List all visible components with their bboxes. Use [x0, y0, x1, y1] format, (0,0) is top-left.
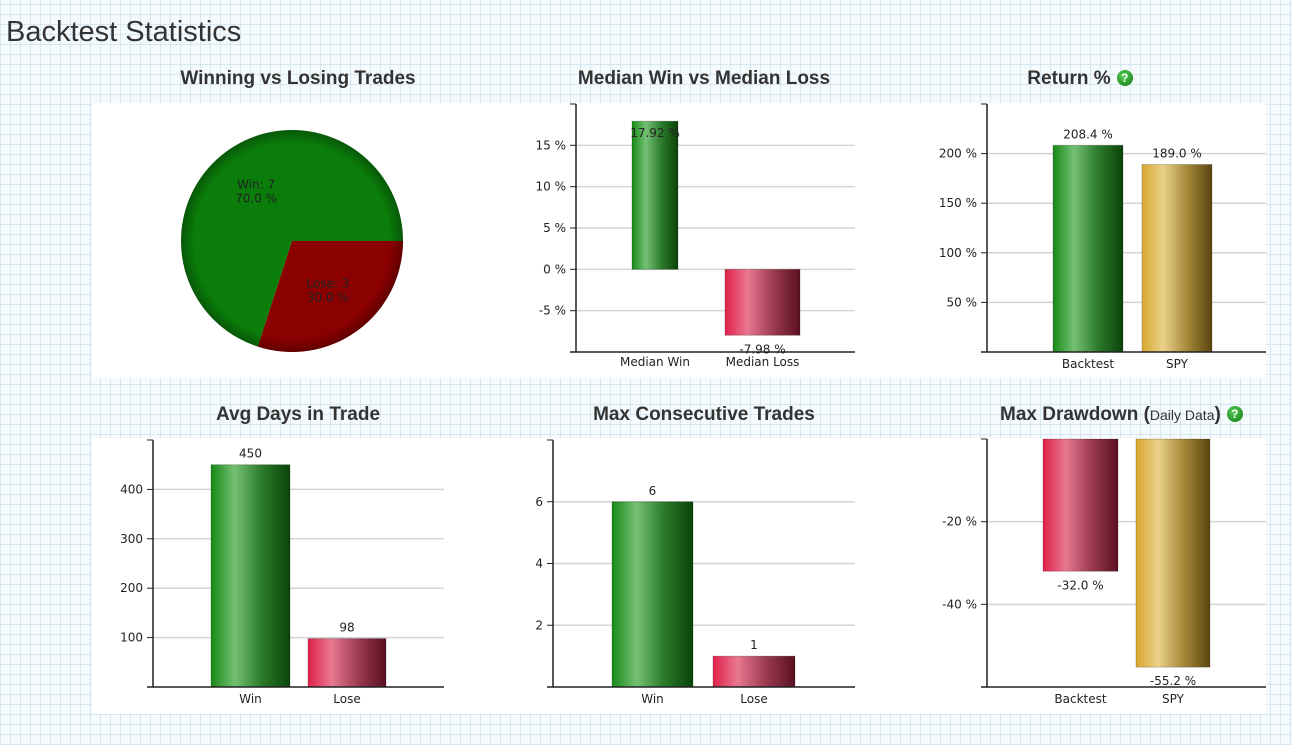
bar-value-label: 17.92 % — [630, 126, 680, 140]
x-category-label: Backtest — [1062, 357, 1114, 371]
bar-value-label: -7.98 % — [739, 342, 785, 356]
bar-median-win — [631, 120, 679, 270]
bar-spy — [1141, 164, 1213, 353]
y-tick-label: -40 % — [942, 597, 977, 611]
chart-title-avg-days: Avg Days in Trade — [98, 404, 498, 426]
y-tick-label: 100 — [120, 631, 143, 645]
y-tick-label: 100 % — [939, 246, 977, 260]
bar-value-label: 189.0 % — [1152, 147, 1202, 161]
y-tick-label: 2 — [535, 618, 543, 632]
x-category-label: SPY — [1162, 692, 1185, 706]
x-category-label: Median Loss — [726, 355, 800, 369]
bar-value-label: 6 — [649, 484, 657, 498]
y-tick-label: 50 % — [947, 295, 978, 309]
y-tick-label: 200 — [120, 581, 143, 595]
title-text: Median Win vs Median Loss — [577, 68, 831, 89]
y-tick-label: 6 — [535, 495, 543, 509]
bar-value-label: -55.2 % — [1150, 674, 1196, 688]
y-tick-label: 400 — [120, 482, 143, 496]
title-text: Winning vs Losing Trades — [180, 68, 416, 89]
chart-title-max-drawdown: Max Drawdown (Daily Data)? — [940, 404, 1292, 426]
y-tick-label: 300 — [120, 532, 143, 546]
question-circle-icon[interactable]: ? — [1226, 406, 1243, 422]
title-text-end: ) — [1214, 404, 1221, 425]
bar-value-label: 1 — [750, 638, 758, 652]
page-title: Backtest Statistics — [6, 16, 242, 48]
bar-value-label: -32.0 % — [1057, 578, 1103, 592]
y-tick-label: 5 % — [543, 221, 566, 235]
x-category-label: Lose — [333, 692, 360, 706]
chart-title-median: Median Win vs Median Loss — [504, 68, 904, 90]
title-text: Max Consecutive Trades — [593, 404, 815, 425]
bar-win — [611, 501, 694, 688]
y-tick-label: 15 % — [536, 138, 567, 152]
title-subtext: Daily Data — [1149, 407, 1215, 423]
x-category-label: Win — [239, 692, 262, 706]
x-category-label: Lose — [740, 692, 767, 706]
question-circle-icon[interactable]: ? — [1116, 70, 1133, 86]
bar-win — [210, 464, 291, 688]
x-category-label: Median Win — [620, 355, 690, 369]
chart-title-winning-losing: Winning vs Losing Trades — [98, 68, 498, 90]
bar-median-loss — [724, 268, 801, 336]
bar-lose — [712, 655, 796, 688]
y-tick-label: -20 % — [942, 515, 977, 529]
x-category-label: SPY — [1166, 357, 1189, 371]
bar-value-label: 98 — [339, 621, 354, 635]
y-tick-label: 0 % — [543, 262, 566, 276]
y-tick-label: 4 — [535, 557, 543, 571]
title-text: Max Drawdown ( — [1000, 404, 1150, 425]
bar-spy — [1135, 438, 1211, 668]
y-tick-label: 10 % — [536, 180, 567, 194]
bar-value-label: 208.4 % — [1063, 127, 1113, 141]
x-category-label: Win — [641, 692, 664, 706]
y-tick-label: 200 % — [939, 147, 977, 161]
bar-backtest — [1042, 438, 1119, 572]
bar-value-label: 450 — [239, 447, 262, 461]
bar-backtest — [1052, 144, 1124, 353]
pie-shading — [181, 130, 403, 352]
bar-lose — [307, 638, 387, 688]
y-tick-label: 150 % — [939, 196, 977, 210]
y-tick-label: -5 % — [539, 304, 566, 318]
title-text: Return % — [1027, 68, 1111, 89]
chart-title-max-consecutive: Max Consecutive Trades — [504, 404, 904, 426]
chart-title-return: Return %? — [920, 68, 1240, 90]
x-category-label: Backtest — [1054, 692, 1106, 706]
title-text: Avg Days in Trade — [215, 404, 381, 425]
